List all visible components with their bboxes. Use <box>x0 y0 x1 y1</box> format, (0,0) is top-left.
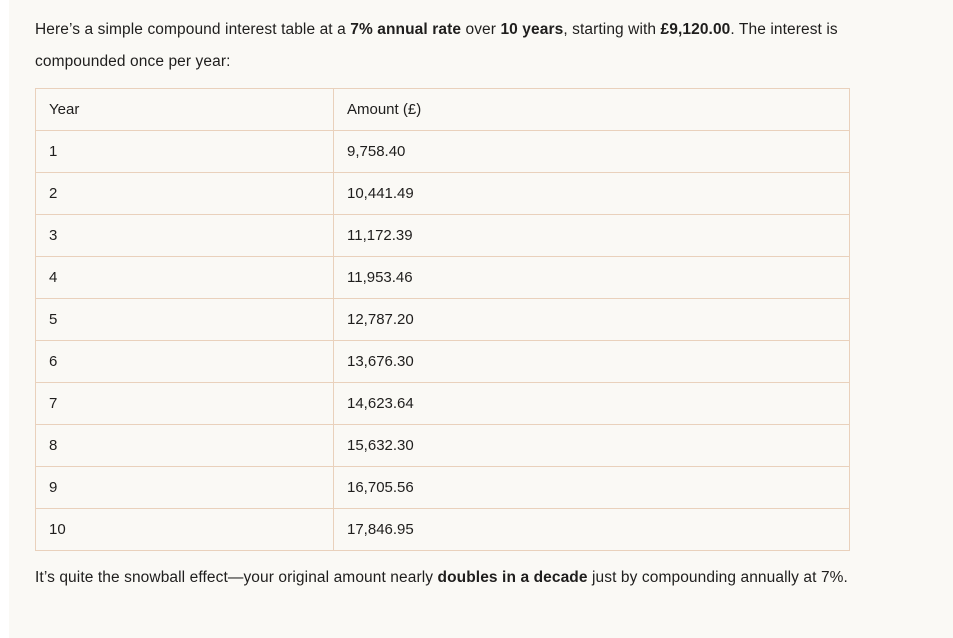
year-cell: 6 <box>35 340 334 383</box>
outro-paragraph: It’s quite the snowball effect—your orig… <box>35 562 849 594</box>
year-cell: 10 <box>35 508 334 551</box>
table-row: 4 11,953.46 <box>35 256 850 299</box>
year-cell: 4 <box>35 256 334 299</box>
year-cell: 9 <box>35 466 334 509</box>
table-row: 1 9,758.40 <box>35 130 850 173</box>
text-run: , starting with <box>563 21 661 38</box>
document-content: Here’s a simple compound interest table … <box>35 14 850 594</box>
bold-text-run: £9,120.00 <box>660 21 731 38</box>
year-cell: 3 <box>35 214 334 257</box>
text-run: Here’s a simple compound interest table … <box>35 21 351 38</box>
year-cell: 8 <box>35 424 334 467</box>
bold-text-run: 10 years <box>500 21 564 38</box>
table-row: 10 17,846.95 <box>35 508 850 551</box>
table-row: 5 12,787.20 <box>35 298 850 341</box>
amount-cell: 12,787.20 <box>333 298 850 341</box>
intro-paragraph: Here’s a simple compound interest table … <box>35 14 849 78</box>
table-row: 7 14,623.64 <box>35 382 850 425</box>
amount-cell: 9,758.40 <box>333 130 850 173</box>
amount-cell: 15,632.30 <box>333 424 850 467</box>
compound-interest-table: Year Amount (£) 1 9,758.40 2 10,441.49 3 11,1… <box>35 88 850 551</box>
text-run: over <box>461 21 501 38</box>
year-cell: 2 <box>35 172 334 215</box>
text-run: . The interest is compounded once per ye… <box>35 21 838 70</box>
left-edge-strip <box>0 0 9 638</box>
table-row: 3 11,172.39 <box>35 214 850 257</box>
year-cell: 5 <box>35 298 334 341</box>
table-row: 2 10,441.49 <box>35 172 850 215</box>
amount-cell: 14,623.64 <box>333 382 850 425</box>
year-column-header: Year <box>35 88 334 131</box>
bold-text-run: 7% annual rate <box>350 21 462 38</box>
amount-cell: 16,705.56 <box>333 466 850 509</box>
table-header-row: Year Amount (£) <box>35 88 850 131</box>
text-run: just by compounding annually at 7%. <box>587 569 848 586</box>
year-cell: 7 <box>35 382 334 425</box>
year-cell: 1 <box>35 130 334 173</box>
amount-cell: 10,441.49 <box>333 172 850 215</box>
amount-cell: 13,676.30 <box>333 340 850 383</box>
amount-cell: 11,953.46 <box>333 256 850 299</box>
amount-column-header: Amount (£) <box>333 88 850 131</box>
table-row: 8 15,632.30 <box>35 424 850 467</box>
table-body: 1 9,758.40 2 10,441.49 3 11,172.39 4 11,953.46 5… <box>35 130 850 551</box>
bold-text-run: doubles in a decade <box>437 569 588 586</box>
amount-cell: 11,172.39 <box>333 214 850 257</box>
table-row: 6 13,676.30 <box>35 340 850 383</box>
table-row: 9 16,705.56 <box>35 466 850 509</box>
text-run: It’s quite the snowball effect—your orig… <box>35 569 438 586</box>
amount-cell: 17,846.95 <box>333 508 850 551</box>
